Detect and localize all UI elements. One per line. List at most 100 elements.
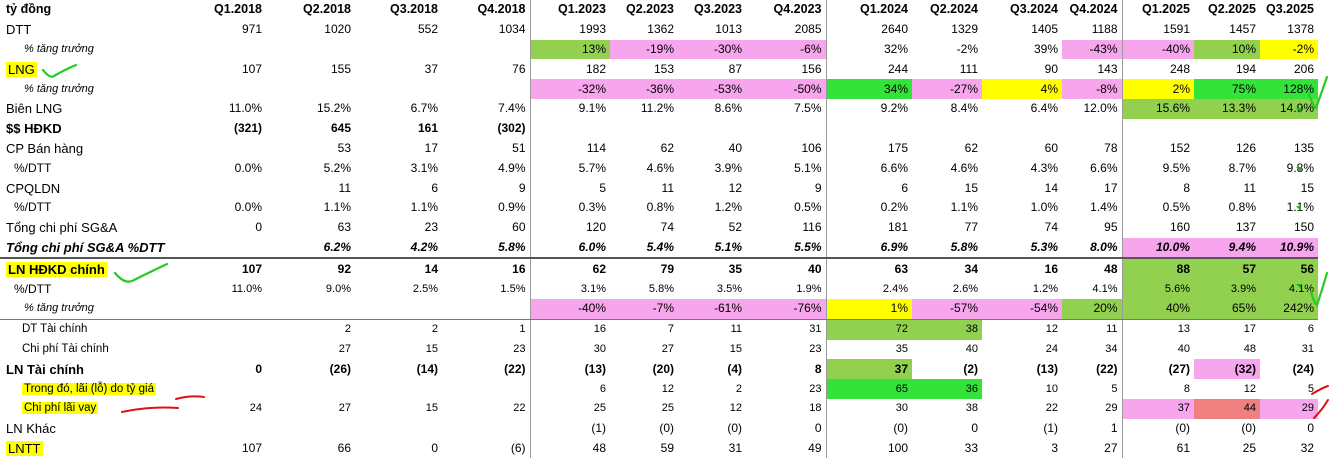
- table-cell[interactable]: 3: [1051, 440, 1058, 455]
- table-cell[interactable]: 645: [330, 121, 351, 136]
- table-cell[interactable]: 1: [1110, 421, 1118, 436]
- table-cell[interactable]: 40%: [1121, 298, 1194, 320]
- table-cell[interactable]: 6: [825, 178, 912, 198]
- table-cell[interactable]: 62: [660, 140, 674, 155]
- row-label[interactable]: LNG: [0, 59, 178, 79]
- table-cell[interactable]: 88: [1121, 258, 1194, 280]
- table-cell[interactable]: 31: [809, 323, 822, 336]
- table-cell[interactable]: (0): [825, 418, 912, 439]
- table-cell[interactable]: 8.0%: [1062, 237, 1122, 260]
- table-cell[interactable]: 150: [1293, 220, 1314, 235]
- table-cell[interactable]: 15.6%: [1121, 98, 1194, 119]
- period-header[interactable]: Q4.2023: [773, 2, 822, 17]
- table-cell[interactable]: 12: [729, 402, 742, 415]
- table-cell[interactable]: (14): [416, 361, 438, 376]
- table-cell[interactable]: 152: [1121, 138, 1194, 159]
- period-header[interactable]: Q2.2023: [626, 2, 674, 17]
- table-cell[interactable]: 143: [1097, 61, 1118, 76]
- table-cell[interactable]: 0: [255, 361, 262, 376]
- table-cell[interactable]: 114: [529, 138, 610, 159]
- row-label[interactable]: LN Tài chính: [0, 359, 178, 379]
- table-cell[interactable]: 39%: [1033, 41, 1058, 56]
- table-cell[interactable]: 2.6%: [952, 282, 978, 295]
- table-cell[interactable]: 120: [529, 217, 610, 238]
- table-cell[interactable]: 6.0%: [529, 237, 610, 260]
- table-cell[interactable]: 37: [424, 61, 438, 76]
- table-cell[interactable]: (0): [1121, 418, 1194, 439]
- table-cell[interactable]: [178, 319, 266, 339]
- table-cell[interactable]: 78: [1104, 140, 1118, 155]
- table-cell[interactable]: [178, 79, 266, 99]
- table-cell[interactable]: 90: [1044, 61, 1058, 76]
- table-cell[interactable]: 31: [1301, 342, 1314, 355]
- table-cell[interactable]: 6.6%: [1090, 160, 1118, 175]
- table-cell[interactable]: 2640: [825, 19, 912, 40]
- table-cell[interactable]: 2: [344, 323, 351, 336]
- table-cell[interactable]: 155: [330, 61, 351, 76]
- table-cell[interactable]: 72: [825, 319, 912, 340]
- period-header[interactable]: Q3.2025: [1266, 2, 1314, 17]
- row-label[interactable]: DT Tài chính: [0, 319, 178, 339]
- table-cell[interactable]: 100: [825, 438, 912, 459]
- table-cell[interactable]: 5: [529, 178, 610, 198]
- table-cell[interactable]: [1062, 119, 1122, 139]
- row-label[interactable]: Trong đó, lãi (lỗ) do tỷ giá: [0, 379, 178, 399]
- table-cell[interactable]: 137: [1235, 220, 1256, 235]
- table-cell[interactable]: 161: [417, 121, 438, 136]
- table-cell[interactable]: 74: [1044, 220, 1058, 235]
- table-cell[interactable]: 38: [912, 319, 982, 340]
- table-cell[interactable]: 14: [1044, 180, 1058, 195]
- table-cell[interactable]: 3.9%: [1194, 279, 1260, 299]
- comment-indicator-icon[interactable]: [1296, 167, 1301, 172]
- table-cell[interactable]: 35: [825, 339, 912, 360]
- table-cell[interactable]: 37: [825, 359, 912, 380]
- table-cell[interactable]: 62: [529, 258, 610, 280]
- table-cell[interactable]: 106: [801, 140, 822, 155]
- table-cell[interactable]: 22: [1045, 402, 1058, 415]
- table-cell[interactable]: 175: [825, 138, 912, 159]
- table-cell[interactable]: -32%: [529, 79, 610, 99]
- period-header[interactable]: Q1.2023: [529, 0, 610, 20]
- table-cell[interactable]: 27: [338, 342, 351, 355]
- table-cell[interactable]: 182: [529, 59, 610, 80]
- table-cell[interactable]: 31: [728, 440, 742, 455]
- table-cell[interactable]: 13: [1121, 319, 1194, 340]
- table-cell[interactable]: 11.0%: [231, 282, 262, 295]
- table-cell[interactable]: 92: [337, 261, 351, 276]
- period-header[interactable]: Q1.2024: [825, 0, 912, 20]
- row-label[interactable]: DTT: [0, 20, 178, 40]
- table-cell[interactable]: 66: [337, 440, 351, 455]
- table-cell[interactable]: -30%: [678, 39, 746, 60]
- table-cell[interactable]: 59: [660, 440, 674, 455]
- table-cell[interactable]: [442, 419, 530, 439]
- period-header[interactable]: Q2.2024: [930, 2, 978, 17]
- table-cell[interactable]: 2085: [794, 22, 822, 37]
- table-cell[interactable]: 0.5%: [794, 200, 822, 215]
- table-cell[interactable]: 23: [809, 382, 822, 395]
- table-cell[interactable]: 194: [1235, 61, 1256, 76]
- table-cell[interactable]: 52: [728, 220, 742, 235]
- table-cell[interactable]: 40: [808, 261, 822, 276]
- table-cell[interactable]: [178, 237, 266, 260]
- table-cell[interactable]: 1034: [498, 22, 526, 37]
- table-cell[interactable]: 16: [529, 319, 610, 340]
- table-cell[interactable]: 33: [964, 440, 978, 455]
- table-cell[interactable]: (321): [233, 121, 262, 136]
- table-cell[interactable]: [178, 40, 266, 60]
- period-header[interactable]: Q3.2023: [694, 2, 742, 17]
- table-cell[interactable]: 17: [1104, 180, 1118, 195]
- table-cell[interactable]: 111: [959, 61, 978, 76]
- table-cell[interactable]: 0: [255, 220, 262, 235]
- table-cell[interactable]: 3.1%: [529, 279, 610, 299]
- row-label[interactable]: % tăng trưởng: [0, 79, 178, 99]
- table-cell[interactable]: 1.1%: [950, 200, 978, 215]
- table-cell[interactable]: 1.1%: [1286, 200, 1314, 215]
- table-cell[interactable]: 12: [661, 382, 674, 395]
- table-cell[interactable]: 4.2%: [355, 237, 442, 260]
- table-cell[interactable]: (0): [1241, 421, 1256, 436]
- row-label[interactable]: Tổng chi phí SG&A: [0, 218, 178, 238]
- period-header[interactable]: Q3.2018: [390, 2, 438, 17]
- table-cell[interactable]: [266, 40, 355, 60]
- table-cell[interactable]: 3.9%: [714, 160, 742, 175]
- table-cell[interactable]: 5.1%: [794, 160, 822, 175]
